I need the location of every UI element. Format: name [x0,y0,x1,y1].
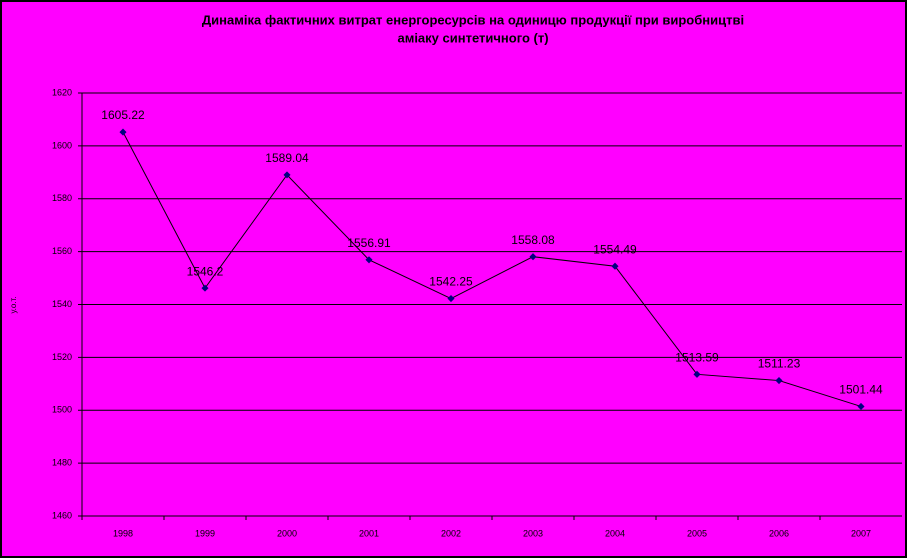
marker [365,256,373,264]
marker [201,284,209,292]
y-tick-label: 1620 [52,87,72,97]
x-tick-label: 2000 [277,528,297,538]
x-tick-label: 2007 [851,528,871,538]
y-tick-label: 1580 [52,193,72,203]
y-tick-label: 1560 [52,246,72,256]
y-tick-label: 1520 [52,352,72,362]
x-tick-label: 2003 [523,528,543,538]
data-label: 1558.08 [511,233,555,247]
x-tick-label: 2006 [769,528,789,538]
x-tick-label: 2004 [605,528,625,538]
line [122,131,862,407]
marker [529,253,537,261]
marker [283,171,291,179]
marker [857,402,865,410]
data-label: 1542.25 [429,275,473,289]
data-label: 1511.23 [758,357,801,371]
y-tick-label: 1600 [52,140,72,150]
data-label: 1501.44 [839,383,883,397]
data-label: 1513.59 [675,350,719,364]
data-label: 1589.04 [265,151,309,165]
y-tick-label: 1500 [52,405,72,415]
x-tick-label: 1999 [195,528,215,538]
x-tick-label: 2001 [359,528,379,538]
chart-title: Динаміка фактичних витрат енергоресурсів… [202,12,744,27]
y-axis-label: у.о.т. [9,296,18,313]
marker [775,377,783,385]
y-tick-label: 1480 [52,458,72,468]
x-tick-label: 1998 [113,528,133,538]
marker [447,295,455,303]
data-label: 1556.91 [347,236,391,250]
data-label: 1546.2 [187,264,224,278]
marker [119,128,127,136]
marker [693,370,701,378]
data-label: 1605.22 [101,108,145,122]
y-tick-label: 1540 [52,299,72,309]
chart-subtitle: аміаку синтетичного (т) [397,30,548,45]
x-tick-label: 2002 [441,528,461,538]
y-tick-label: 1460 [52,510,72,520]
marker [611,262,619,270]
x-tick-label: 2005 [687,528,707,538]
data-label: 1554.49 [593,242,637,256]
